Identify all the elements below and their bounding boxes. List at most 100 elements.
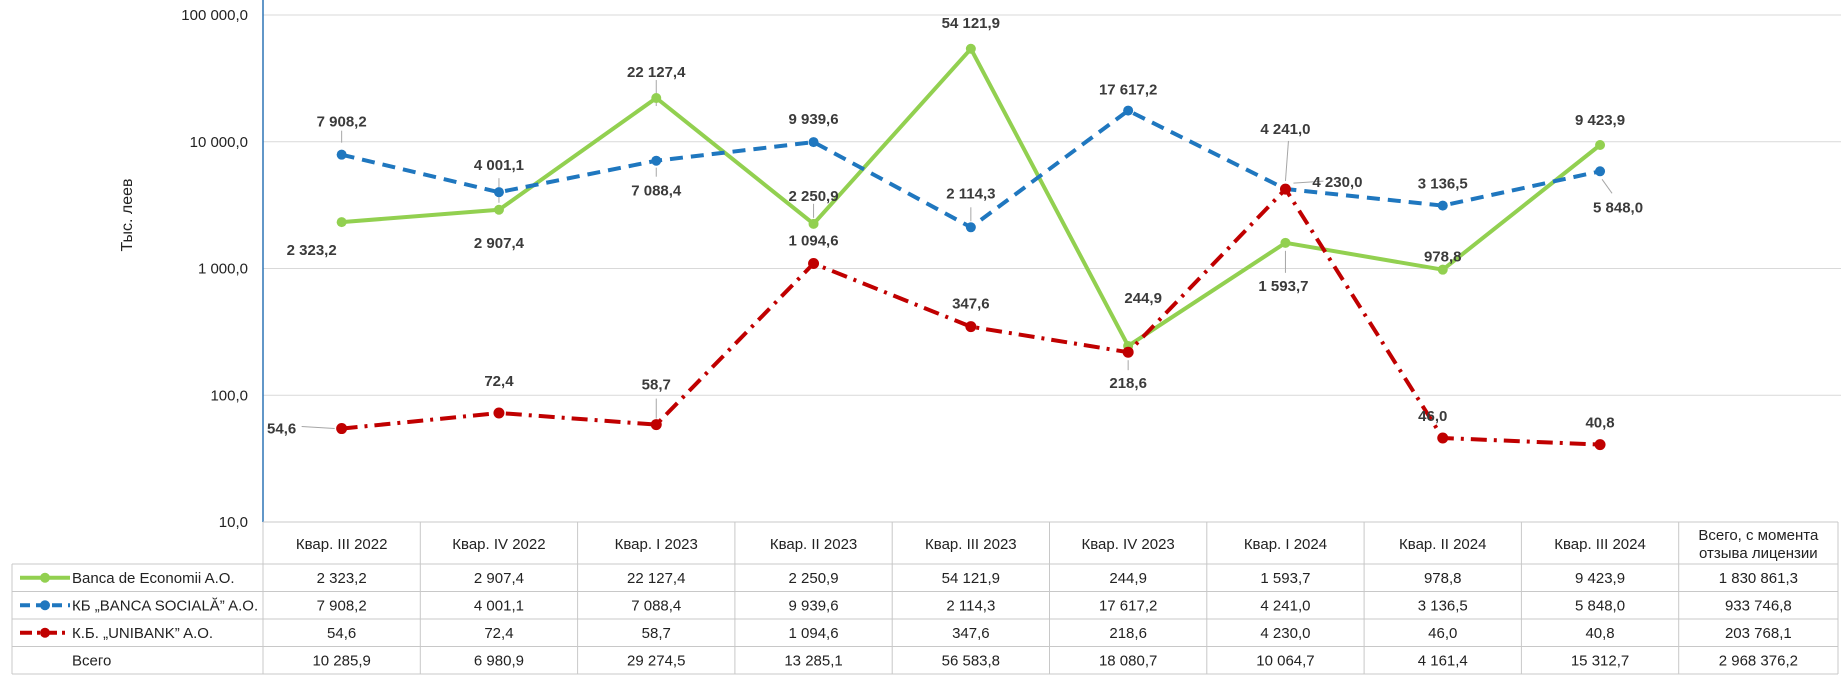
table-cell: 3 136,5 xyxy=(1418,597,1468,614)
y-tick-label: 10,0 xyxy=(219,514,248,531)
data-label: 4 241,0 xyxy=(1260,121,1310,138)
grid-lines xyxy=(263,14,1841,396)
table-cell: 4 161,4 xyxy=(1418,652,1468,669)
data-point xyxy=(1595,140,1606,151)
data-point xyxy=(965,43,976,54)
x-category-label: Квар. II 2023 xyxy=(770,536,857,553)
data-point xyxy=(808,258,820,270)
data-point xyxy=(1437,264,1448,275)
data-label: 22 127,4 xyxy=(627,64,686,81)
table-cell: 10 285,9 xyxy=(312,652,370,669)
y-tick-label: 1 000,0 xyxy=(198,261,248,278)
data-point xyxy=(1279,183,1291,195)
total-column-header: Всего, с момента отзыва лицензии xyxy=(1698,527,1819,562)
table-cell: 15 312,7 xyxy=(1571,652,1629,669)
table-cell: 5 848,0 xyxy=(1575,597,1625,614)
legend-marker xyxy=(40,627,50,638)
data-label: 40,8 xyxy=(1585,415,1614,432)
table-cell: 54 121,9 xyxy=(942,570,1000,587)
data-point xyxy=(1280,237,1291,248)
data-label: 9 939,6 xyxy=(789,111,839,128)
data-labels: 2 323,2 2 907,4 22 127,4 2 250,9 54 121,9 244… xyxy=(267,15,1643,438)
x-category-label: Квар. IV 2022 xyxy=(452,536,545,553)
table-cell: 2 250,9 xyxy=(789,570,839,587)
total-cell: 1 830 861,3 xyxy=(1719,570,1798,587)
legend-marker xyxy=(40,600,50,611)
leader-line xyxy=(1284,140,1289,182)
data-label: 218,6 xyxy=(1109,375,1147,392)
data-label: 9 423,9 xyxy=(1575,112,1625,129)
table-cell: 2 907,4 xyxy=(474,570,524,587)
table-cell: 2 114,3 xyxy=(946,597,995,614)
x-category-label: Квар. III 2022 xyxy=(296,536,388,553)
data-point xyxy=(1595,166,1606,177)
x-category-label: Квар. IV 2023 xyxy=(1082,536,1175,553)
series-0 xyxy=(336,43,1606,351)
data-point xyxy=(1594,439,1606,451)
plot-series xyxy=(336,43,1606,451)
table-cell: 9 423,9 xyxy=(1575,570,1625,587)
data-label: 3 136,5 xyxy=(1418,176,1468,193)
data-point xyxy=(651,155,662,166)
y-axis-title: Тыс. леев xyxy=(119,178,136,251)
leader-line xyxy=(301,426,335,430)
data-label: 2 323,2 xyxy=(287,242,337,259)
data-label: 978,8 xyxy=(1424,249,1462,266)
table-cell: 1 094,6 xyxy=(789,625,839,642)
data-label: 72,4 xyxy=(484,373,514,390)
table-cell: 4 230,0 xyxy=(1260,625,1310,642)
data-label: 4 230,0 xyxy=(1312,174,1362,191)
data-point xyxy=(336,423,348,435)
data-point xyxy=(965,321,977,333)
data-label: 46,0 xyxy=(1418,408,1447,425)
data-label: 7 088,4 xyxy=(631,183,682,200)
x-category-label: Квар. I 2024 xyxy=(1244,536,1327,553)
data-point xyxy=(336,149,347,160)
data-label: 4 001,1 xyxy=(474,157,524,174)
table-cell: 17 617,2 xyxy=(1099,597,1157,614)
x-category-label: Квар. III 2024 xyxy=(1554,536,1646,553)
table-cell: 4 001,1 xyxy=(474,597,524,614)
data-label: 54 121,9 xyxy=(942,15,1000,32)
table-cell: 54,6 xyxy=(327,625,356,642)
data-point xyxy=(493,407,505,419)
table-cell: 347,6 xyxy=(952,625,990,642)
data-point xyxy=(1122,346,1134,358)
data-label: 5 848,0 xyxy=(1593,199,1643,216)
data-label: 347,6 xyxy=(952,296,990,313)
data-label: 2 250,9 xyxy=(789,188,839,205)
table-cell: 72,4 xyxy=(484,625,513,642)
x-category-label: Квар. II 2024 xyxy=(1399,536,1486,553)
data-point xyxy=(808,137,819,148)
total-cell: 933 746,8 xyxy=(1725,597,1792,614)
row-header: Banca de Economii A.O. xyxy=(72,570,235,587)
data-point xyxy=(808,218,819,229)
y-tick-label: 100 000,0 xyxy=(181,7,248,24)
table-cell: 7 088,4 xyxy=(631,597,681,614)
table-cell: 218,6 xyxy=(1109,625,1147,642)
data-label: 2 114,3 xyxy=(946,185,995,202)
table-cell: 9 939,6 xyxy=(789,597,839,614)
table-cell: 13 285,1 xyxy=(784,652,842,669)
data-point xyxy=(651,93,662,104)
table-cell: 29 274,5 xyxy=(627,652,685,669)
leader-line xyxy=(1601,178,1613,194)
data-point xyxy=(650,419,662,431)
leader-line xyxy=(1293,180,1324,184)
data-point xyxy=(1437,432,1449,444)
data-point xyxy=(493,187,504,198)
data-point xyxy=(336,217,347,228)
x-category-label: Квар. I 2023 xyxy=(615,536,698,553)
table-cell: 18 080,7 xyxy=(1099,652,1157,669)
data-label: 54,6 xyxy=(267,421,296,438)
data-table: Квар. III 2022 Квар. IV 2022 Квар. I 2023 К… xyxy=(11,521,1839,675)
table-cell: 46,0 xyxy=(1428,625,1457,642)
table-cell: 22 127,4 xyxy=(627,570,685,587)
data-label: 1 094,6 xyxy=(789,233,839,250)
x-category-label: Квар. III 2023 xyxy=(925,536,1017,553)
table-cell: 2 323,2 xyxy=(317,570,367,587)
data-label: 244,9 xyxy=(1124,290,1162,307)
total-header-line: отзыва лицензии xyxy=(1699,545,1818,562)
data-label: 1 593,7 xyxy=(1258,278,1308,295)
